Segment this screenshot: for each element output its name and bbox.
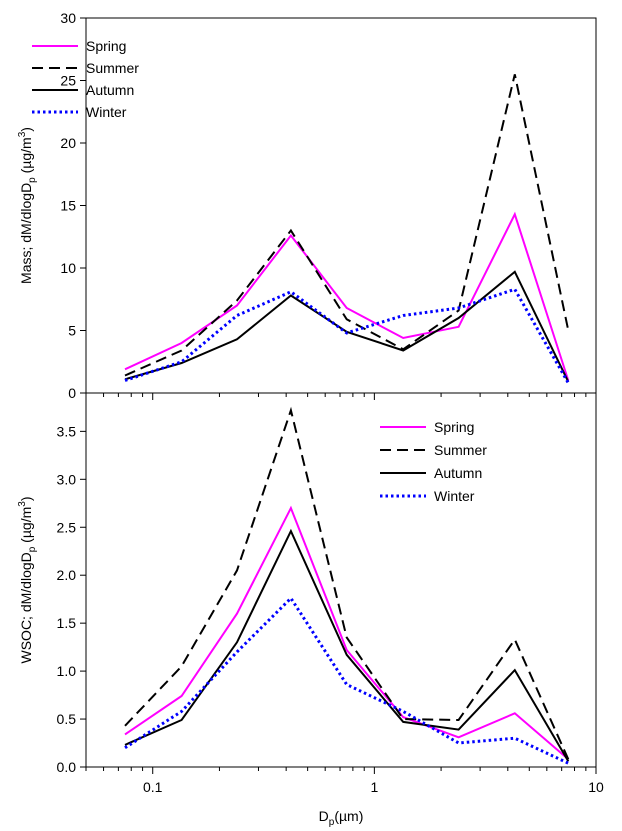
- top-legend-label-autumn: Autumn: [86, 82, 134, 98]
- top-y-tick-label: 20: [60, 135, 76, 151]
- x-axis-title: Dp(µm): [319, 808, 364, 828]
- bottom-y-axis-title: WSOC; dM/dlogDp (µg/m3): [17, 496, 38, 663]
- top-series-summer: [124, 74, 570, 377]
- top-series-winter: [124, 287, 570, 384]
- bottom-legend-label-spring: Spring: [434, 419, 474, 435]
- bottom-y-tick-label: 3.0: [57, 471, 77, 487]
- top-y-tick-label: 30: [60, 10, 76, 26]
- top-series-autumn: [124, 270, 570, 383]
- bottom-x-tick-label: 10: [588, 779, 604, 795]
- bottom-series-winter: [124, 595, 569, 765]
- bottom-legend-label-autumn: Autumn: [434, 465, 482, 481]
- bottom-x-tick-label: 1: [370, 779, 378, 795]
- bottom-legend-label-winter: Winter: [434, 488, 475, 504]
- top-legend-label-spring: Spring: [86, 38, 126, 54]
- top-y-tick-label: 25: [60, 73, 76, 89]
- top-y-tick-label: 15: [60, 198, 76, 214]
- top-plot-frame: [85, 17, 597, 394]
- bottom-plot-frame: [85, 392, 597, 768]
- bottom-y-tick-label: 3.5: [57, 423, 77, 439]
- bottom-y-tick-label: 2.5: [57, 519, 77, 535]
- bottom-legend-label-summer: Summer: [434, 442, 487, 458]
- bottom-panel-wsoc: 0.0 0.5 1.0 1.5 2.0 2.5 3.0 3.5 0.1 1 10 WSOC; dM/d…: [17, 392, 604, 828]
- top-legend-label-summer: Summer: [86, 60, 139, 76]
- bottom-y-tick-label: 2.0: [57, 567, 77, 583]
- bottom-y-tick-label: 1.0: [57, 663, 77, 679]
- bottom-series-autumn: [124, 528, 570, 762]
- top-y-tick-label: 5: [68, 323, 76, 339]
- bottom-y-tick-label: 0.0: [57, 759, 77, 775]
- top-y-axis-title: Mass; dM/dlogDp (µg/m3): [17, 127, 38, 284]
- top-panel-mass: 0 5 10 15 20 25 30 Mass; dM/dlogDp (µg/m3) Sprin…: [17, 10, 597, 401]
- bottom-y-tick-label: 0.5: [57, 711, 77, 727]
- top-y-tick-label: 0: [68, 385, 76, 401]
- top-series-spring: [124, 211, 570, 381]
- bottom-series-summer: [124, 406, 570, 760]
- top-legend-label-winter: Winter: [86, 104, 127, 120]
- top-y-tick-label: 10: [60, 260, 76, 276]
- bottom-series-spring: [124, 505, 569, 761]
- bottom-y-tick-label: 1.5: [57, 615, 77, 631]
- bottom-x-tick-label: 0.1: [143, 779, 163, 795]
